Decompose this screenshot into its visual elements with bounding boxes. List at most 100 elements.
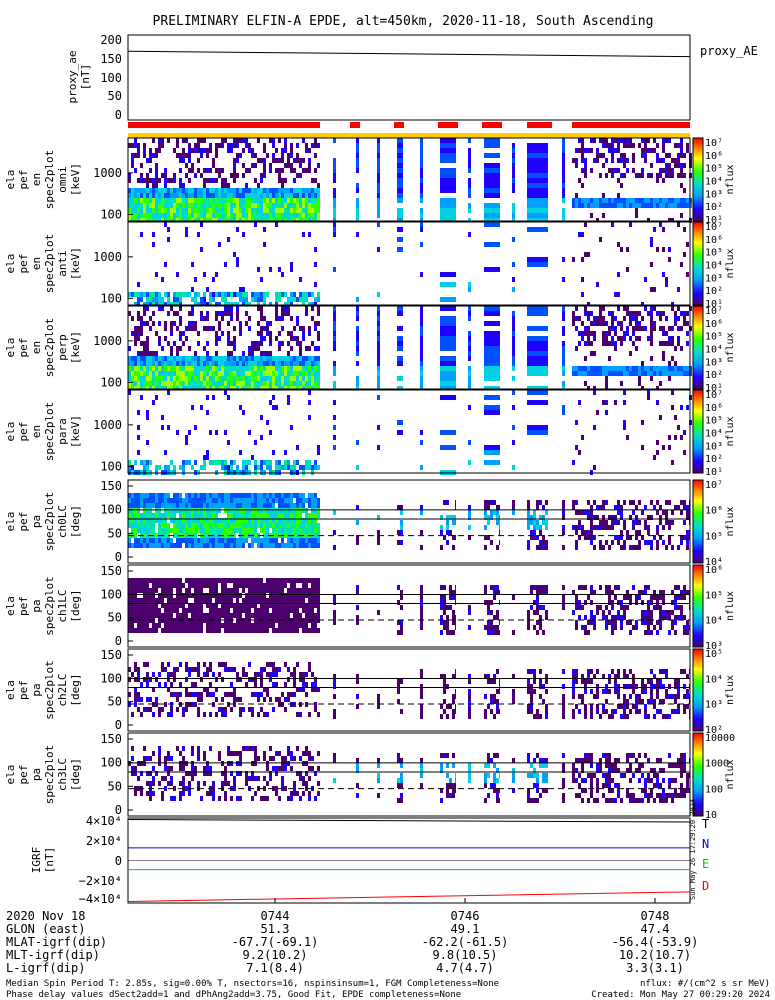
heatmap-cell — [245, 672, 248, 677]
heatmap-cell — [377, 311, 380, 316]
heatmap-cell — [188, 672, 191, 677]
heatmap-cell — [191, 628, 194, 633]
heatmap-cell — [206, 603, 209, 608]
heatmap-cell — [468, 316, 471, 321]
heatmap-cell — [545, 585, 548, 590]
heatmap-cell — [527, 520, 530, 525]
heatmap-cell — [527, 153, 548, 158]
heatmap-cell — [662, 198, 665, 203]
heatmap-cell — [614, 138, 617, 143]
heatmap-cell — [644, 326, 647, 331]
heatmap-cell — [333, 425, 336, 430]
heatmap-cell — [293, 623, 296, 628]
heatmap-cell — [185, 593, 188, 598]
heatmap-cell — [134, 593, 137, 598]
heatmap-cell — [632, 366, 635, 371]
heatmap-cell — [499, 530, 500, 535]
heatmap-cell — [152, 183, 155, 188]
heatmap-cell — [632, 525, 635, 530]
heatmap-cell — [260, 316, 263, 321]
heatmap-cell — [581, 605, 584, 610]
heatmap-cell — [170, 346, 173, 351]
heatmap-cell — [146, 198, 149, 203]
heatmap-cell — [155, 598, 158, 603]
colorbar-tick: 10⁷ — [705, 138, 723, 149]
heatmap-cell — [224, 366, 227, 371]
heatmap-cell — [611, 168, 614, 173]
heatmap-cell — [305, 311, 308, 316]
heatmap-cell — [284, 583, 287, 588]
heatmap-cell — [269, 138, 272, 143]
heatmap-cell — [233, 692, 236, 697]
ylabel-line: [deg] — [69, 589, 82, 622]
heatmap-cell — [647, 366, 650, 371]
heatmap-cell — [578, 366, 581, 371]
heatmap-cell — [161, 143, 164, 148]
heatmap-cell — [260, 672, 263, 677]
heatmap-cell — [131, 493, 134, 498]
heatmap-cell — [635, 625, 638, 630]
heatmap-cell — [176, 193, 179, 198]
heatmap-cell — [662, 138, 665, 143]
heatmap-cell — [158, 528, 161, 533]
heatmap-cell — [200, 692, 203, 697]
heatmap-cell — [254, 297, 257, 302]
heatmap-cell — [527, 525, 530, 530]
heatmap-cell — [191, 371, 194, 376]
heatmap-cell — [269, 598, 272, 603]
heatmap-cell — [149, 593, 152, 598]
heatmap-cell — [242, 371, 245, 376]
heatmap-cell — [420, 331, 423, 336]
heatmap-cell — [242, 623, 245, 628]
heatmap-cell — [278, 138, 281, 143]
heatmap-cell — [602, 213, 605, 218]
heatmap-cell — [284, 598, 287, 603]
heatmap-cell — [239, 193, 242, 198]
heatmap-cell — [512, 336, 515, 341]
heatmap-cell — [272, 528, 275, 533]
heatmap-cell — [188, 702, 191, 707]
heatmap-cell — [311, 188, 314, 193]
heatmap-cell — [284, 138, 287, 143]
heatmap-cell — [158, 292, 161, 297]
heatmap-cell — [185, 381, 188, 386]
heatmap-cell — [191, 262, 194, 267]
heatmap-cell — [167, 498, 170, 503]
heatmap-cell — [420, 143, 423, 148]
heatmap-cell — [173, 677, 176, 682]
heatmap-cell — [212, 503, 215, 508]
heatmap-cell — [197, 376, 200, 381]
heatmap-cell — [333, 178, 336, 183]
heatmap-cell — [170, 518, 173, 523]
heatmap-cell — [671, 620, 674, 625]
heatmap-cell — [671, 306, 674, 311]
heatmap-cell — [536, 585, 539, 590]
heatmap-cell — [308, 158, 311, 163]
heatmap-cell — [575, 545, 578, 550]
heatmap-cell — [209, 613, 212, 618]
heatmap-cell — [233, 588, 236, 593]
heatmap-cell — [650, 545, 653, 550]
heatmap-cell — [299, 603, 302, 608]
heatmap-cell — [602, 515, 605, 520]
heatmap-cell — [212, 361, 215, 366]
heatmap-cell — [659, 515, 662, 520]
heatmap-cell — [632, 203, 635, 208]
heatmap-cell — [623, 400, 626, 405]
heatmap-cell — [221, 543, 224, 548]
colorbar-tick: 10² — [705, 286, 723, 297]
ylabel-line: pa — [30, 599, 43, 612]
heatmap-cell — [287, 203, 290, 208]
heatmap-cell — [299, 518, 302, 523]
heatmap-cell — [176, 356, 179, 361]
heatmap-cell — [179, 178, 182, 183]
heatmap-cell — [581, 277, 584, 282]
heatmap-cell — [233, 460, 236, 465]
heatmap-cell — [668, 203, 671, 208]
heatmap-cell — [314, 538, 317, 543]
heatmap-cell — [284, 618, 287, 623]
heatmap-cell — [191, 493, 194, 498]
heatmap-cell — [215, 538, 218, 543]
heatmap-cell — [209, 460, 212, 465]
heatmap-cell — [356, 381, 359, 386]
